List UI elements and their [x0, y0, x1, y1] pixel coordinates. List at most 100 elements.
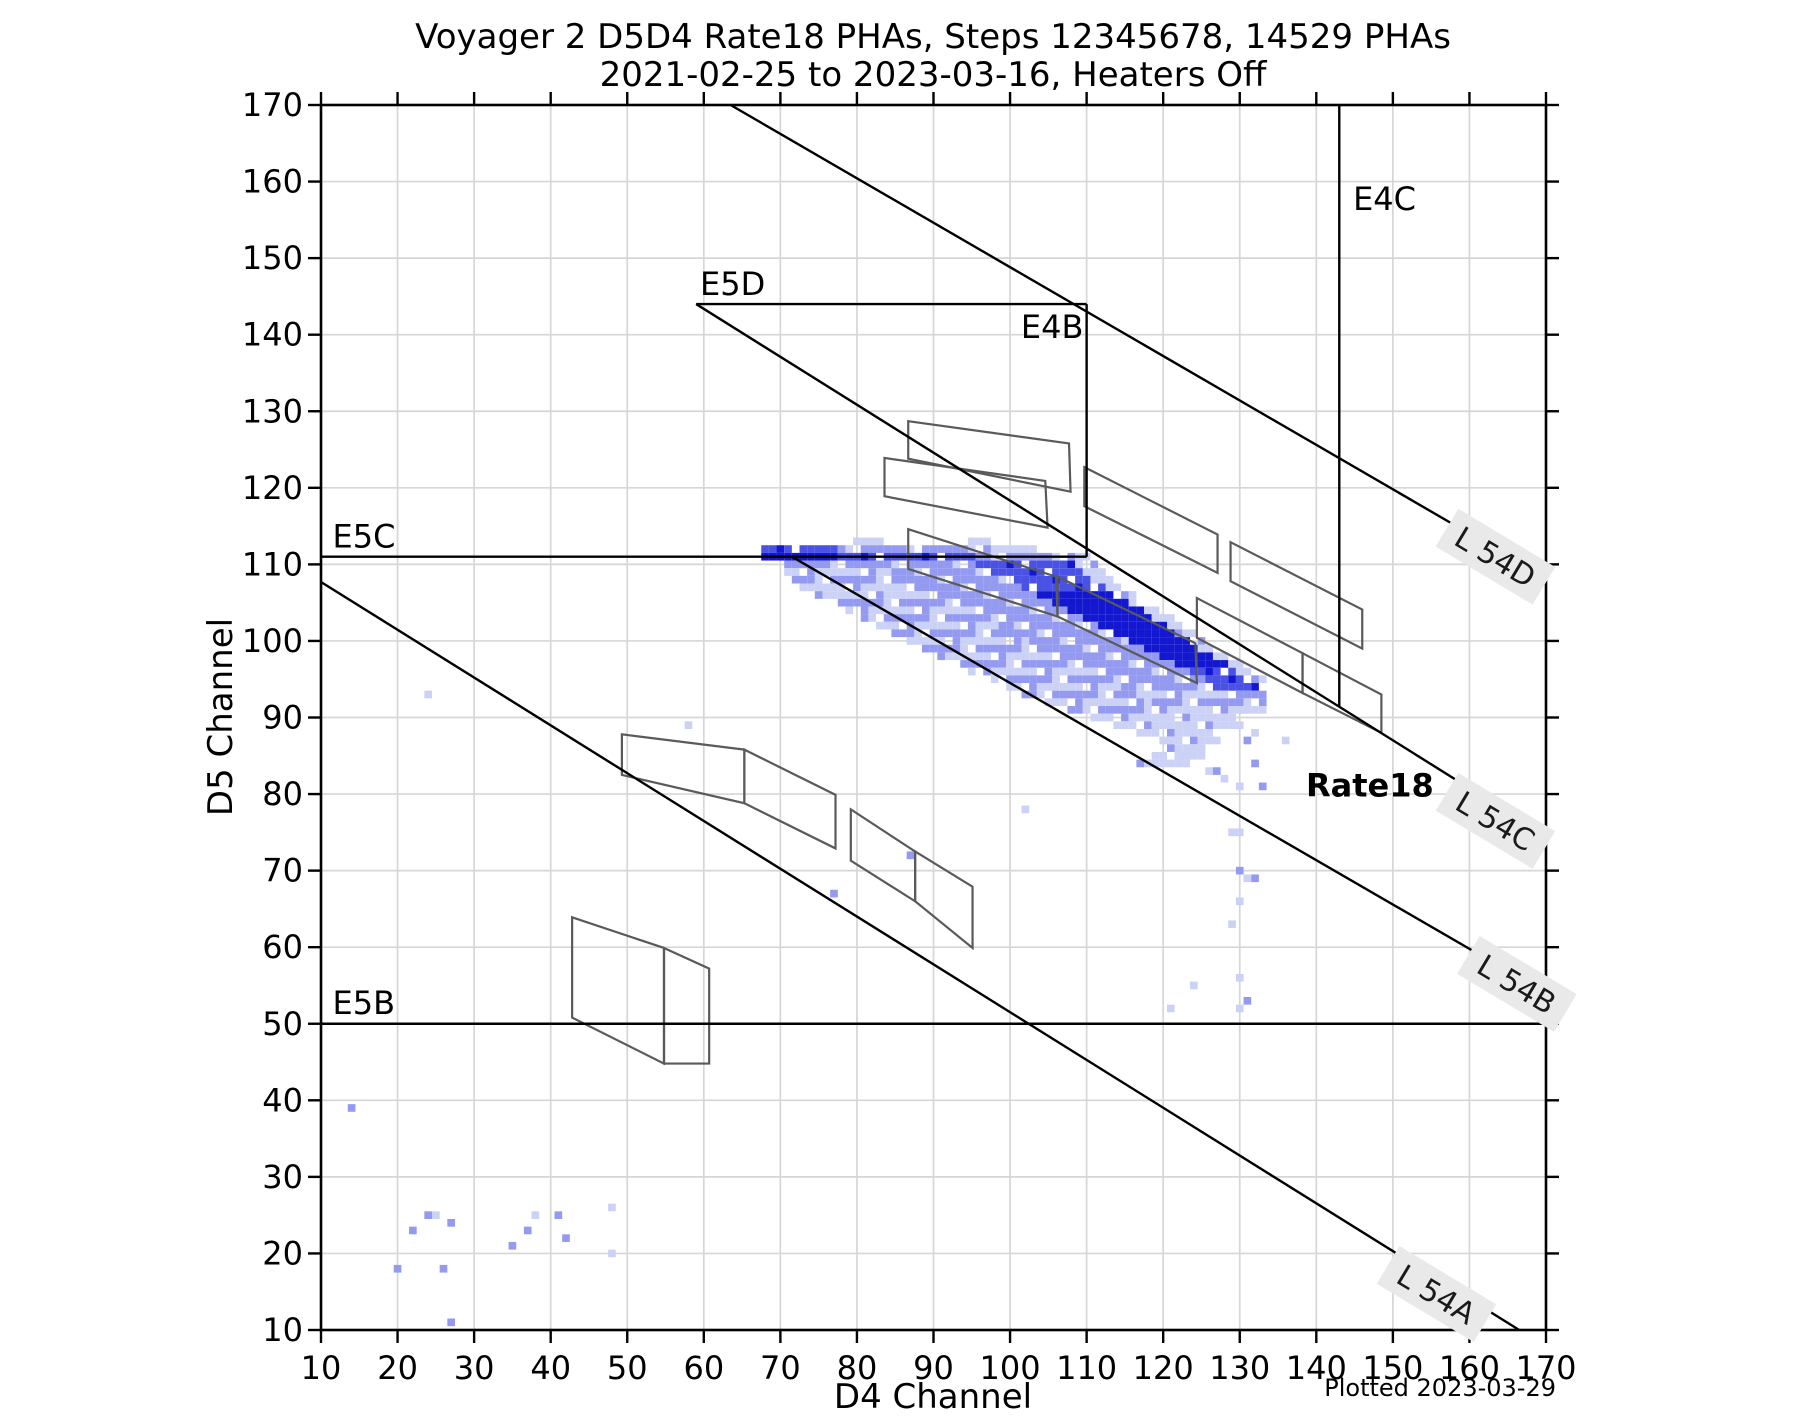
pha-bin	[1044, 606, 1053, 615]
pha-bin	[914, 560, 923, 569]
pha-bin	[807, 545, 815, 553]
pha-bin	[922, 614, 930, 622]
pha-bin	[1167, 736, 1175, 745]
pha-bin	[1159, 675, 1168, 684]
pha-bin	[883, 583, 892, 592]
pha-bin	[1036, 683, 1045, 691]
pha-bin	[1189, 683, 1198, 691]
pha-bin	[1021, 652, 1030, 661]
pha-bin	[814, 545, 823, 553]
pha-bin	[937, 629, 945, 638]
pha-bin	[860, 537, 869, 546]
pha-bin	[1006, 667, 1014, 676]
pha-bin	[1136, 675, 1145, 684]
pha-bin	[1098, 675, 1106, 684]
pha-bin	[960, 545, 968, 553]
pha-bin	[1090, 667, 1099, 676]
pha-bin	[883, 606, 892, 615]
pha-bin	[1044, 698, 1053, 707]
pha-bin	[1136, 667, 1145, 676]
pha-bin	[1243, 706, 1252, 714]
pha-bin	[876, 560, 884, 569]
pha-bin	[1136, 606, 1145, 615]
pha-bin	[1235, 660, 1244, 668]
pha-bin	[868, 560, 877, 569]
pha-bin	[1128, 667, 1137, 676]
pha-bin	[1144, 721, 1152, 729]
pha-bin	[944, 621, 953, 630]
pha-bin	[899, 568, 907, 576]
pha-bin	[1113, 629, 1122, 638]
pha-bin	[1197, 751, 1206, 760]
pha-bin	[1059, 652, 1068, 661]
pha-bin	[1228, 660, 1236, 668]
pha-bin	[1220, 721, 1229, 729]
pha-bin	[1144, 606, 1152, 615]
pha-bin	[906, 575, 915, 584]
pha-bin	[929, 637, 938, 645]
pha-bin	[960, 629, 968, 638]
pha-bin	[1189, 713, 1198, 722]
pha-bin	[1167, 683, 1175, 691]
x-tick-label: 60	[683, 1349, 724, 1387]
pha-outlier-bin	[432, 1211, 440, 1219]
pha-bin	[1059, 583, 1068, 592]
pha-bin	[990, 545, 999, 553]
pha-bin	[1243, 690, 1252, 699]
pha-bin	[883, 621, 892, 630]
pha-bin	[1036, 598, 1045, 607]
pha-bin	[1205, 652, 1213, 661]
pha-bin	[937, 545, 945, 553]
pha-bin	[1044, 660, 1053, 668]
pha-bin	[1189, 675, 1198, 684]
pha-bin	[914, 598, 923, 607]
pha-bin	[1174, 675, 1183, 684]
pha-bin	[807, 583, 815, 592]
pha-bin	[1174, 721, 1183, 729]
pha-bin	[922, 637, 930, 645]
pha-bin	[922, 606, 930, 615]
pha-bin	[837, 583, 846, 592]
pha-outlier-bin	[1258, 782, 1267, 791]
pha-bin	[998, 598, 1007, 607]
pha-bin	[944, 606, 953, 615]
pha-bin	[1121, 706, 1129, 714]
pha-bin	[807, 575, 815, 584]
pha-bin	[1258, 690, 1267, 699]
pha-bin	[1082, 575, 1091, 584]
pha-bin	[1151, 606, 1160, 615]
pha-bin	[1174, 690, 1183, 699]
y-axis-title: D5 Channel	[201, 618, 241, 816]
pha-bin	[1144, 644, 1152, 653]
pha-bin	[1075, 568, 1083, 576]
pha-bin	[1136, 621, 1145, 630]
pha-bin	[975, 598, 984, 607]
pha-bin	[1082, 568, 1091, 576]
pha-bin	[891, 621, 900, 630]
step-box-10	[743, 747, 837, 851]
pha-bin	[1036, 614, 1045, 622]
pha-bin	[1029, 560, 1037, 569]
x-tick-label: 70	[760, 1349, 801, 1387]
pha-bin	[914, 621, 923, 630]
L54B-line	[791, 555, 1547, 995]
pha-bin	[975, 583, 984, 592]
pha-bin	[1128, 675, 1137, 684]
pha-bin	[1205, 713, 1213, 722]
x-tick-label: 160	[1439, 1349, 1500, 1387]
pha-bin	[1036, 637, 1045, 645]
pha-bin	[845, 560, 854, 569]
pha-bin	[1220, 713, 1229, 722]
step-box-3	[1083, 465, 1219, 575]
pha-bin	[1036, 575, 1045, 584]
pha-bin	[1197, 660, 1206, 668]
pha-bin	[1098, 690, 1106, 699]
pha-bin	[1059, 690, 1068, 699]
pha-bin	[1006, 598, 1014, 607]
pha-bin	[1121, 690, 1129, 699]
pha-bin	[1098, 706, 1106, 714]
pha-bin	[990, 614, 999, 622]
pha-bin	[1105, 660, 1114, 668]
pha-outlier-bin	[409, 1226, 417, 1235]
pha-bin	[1228, 698, 1236, 707]
